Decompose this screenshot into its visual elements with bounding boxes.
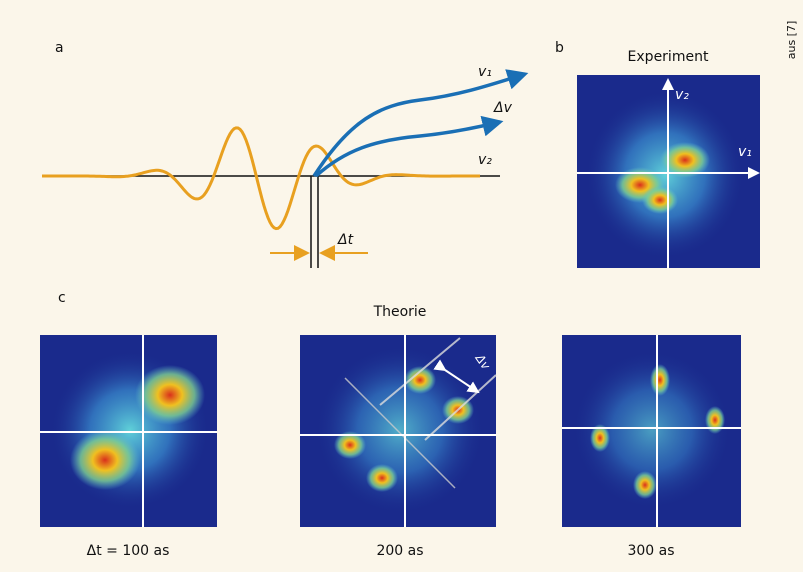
panel-label: c [58, 290, 66, 306]
source: aus [7] [785, 21, 798, 60]
panel-title: Theorie [373, 304, 427, 320]
hotspot [650, 364, 670, 396]
hotspot [70, 430, 140, 490]
hotspot [633, 471, 657, 499]
caption: 200 as [376, 543, 423, 559]
caption: Δt = 100 as [87, 543, 170, 559]
v1-label: v₁ [738, 144, 752, 160]
delta-v-label: Δv [493, 100, 513, 116]
panel-label: a [55, 40, 64, 56]
v2-label: v₂ [478, 152, 492, 168]
delta-t-label: Δt [337, 232, 354, 248]
cloud [585, 90, 745, 260]
hotspot [366, 464, 398, 492]
figure: a Δt v₁ Δv v₂ b Experiment v₂ v₁ c Theor… [0, 0, 803, 572]
v2-label: v₂ [675, 87, 689, 103]
panel-label: b [555, 40, 564, 56]
cloud [315, 345, 485, 515]
hotspot [705, 406, 725, 434]
v1-label: v₁ [478, 64, 492, 80]
panel-title: Experiment [628, 49, 709, 65]
hotspot [642, 186, 678, 214]
caption: 300 as [627, 543, 674, 559]
hotspot [135, 365, 205, 425]
